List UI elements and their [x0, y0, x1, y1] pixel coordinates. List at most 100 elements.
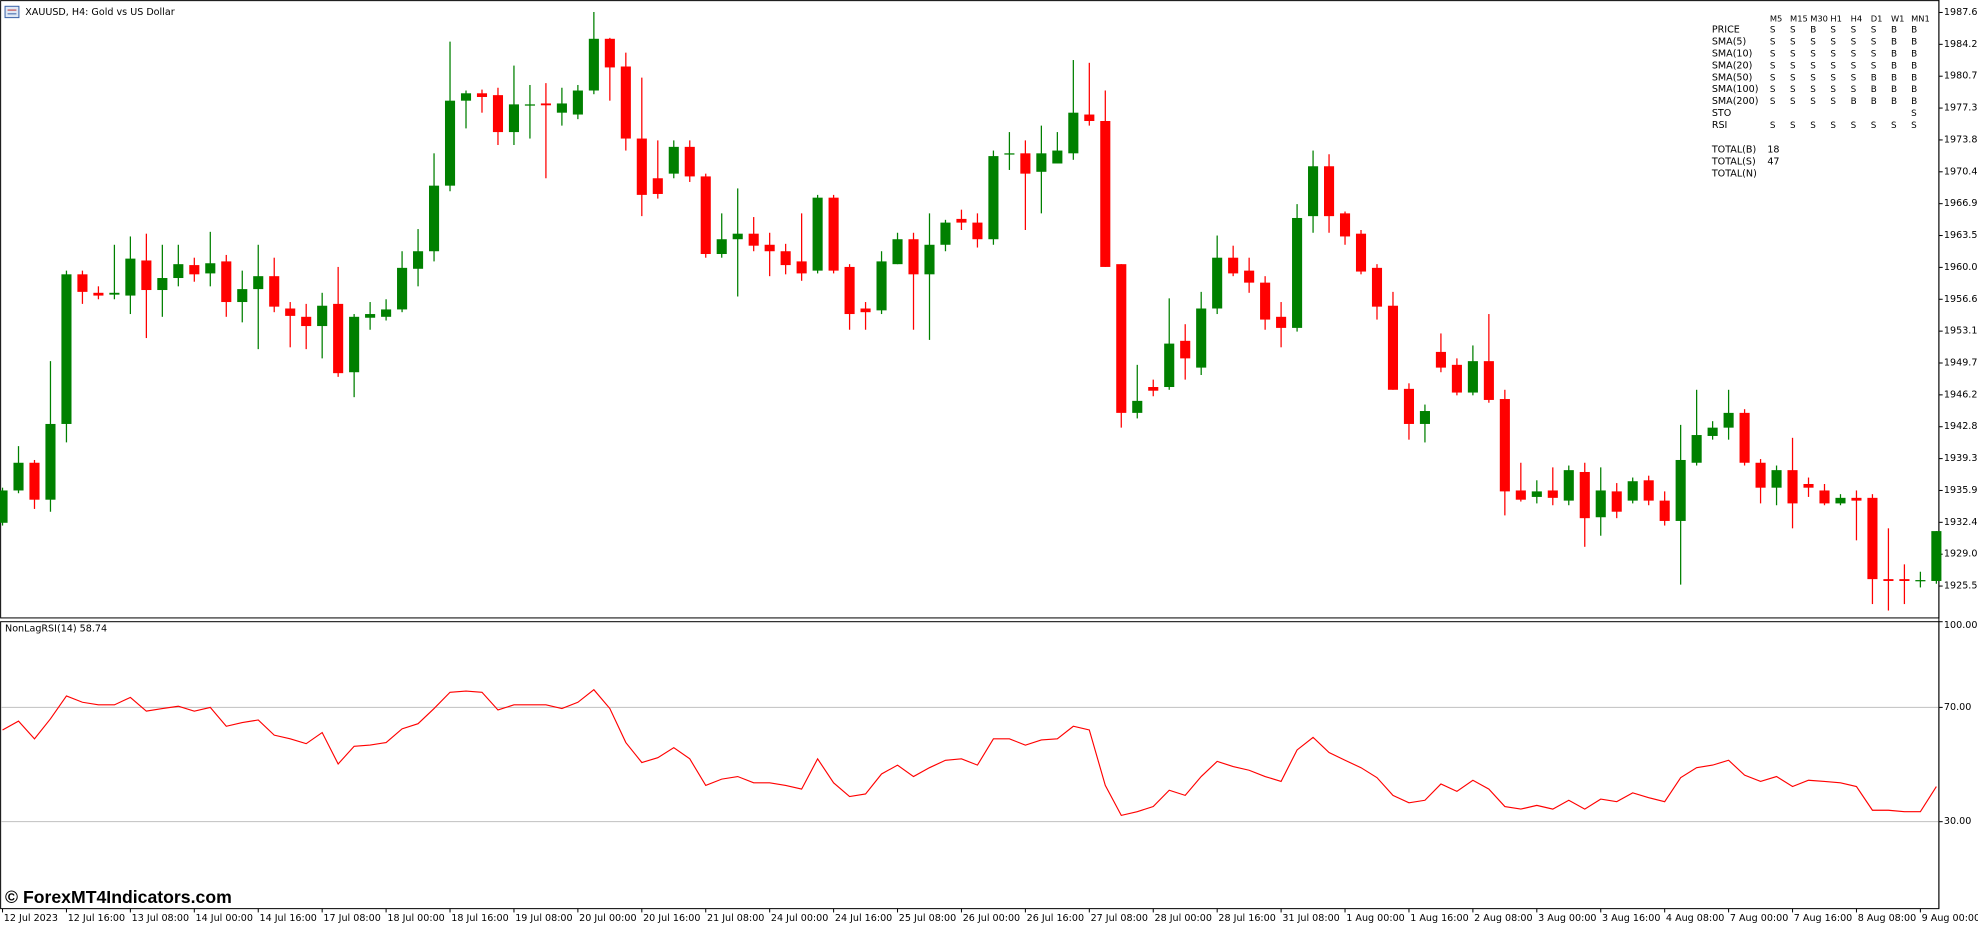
row-label: PRICE	[1712, 25, 1740, 36]
signal-cell: S	[1830, 61, 1836, 71]
signal-cell: S	[1790, 38, 1796, 48]
candle-body	[1595, 490, 1606, 518]
candle-body	[1036, 153, 1047, 172]
candle-body	[125, 258, 136, 296]
signal-cell: S	[1871, 26, 1877, 36]
candle-body	[61, 274, 72, 424]
candle-body	[189, 265, 200, 275]
candle-body	[1180, 340, 1191, 359]
y-tick-label: 1929.00	[1944, 549, 1978, 560]
signal-cell: S	[1911, 121, 1917, 131]
row-label: SMA(20)	[1712, 60, 1753, 71]
candle-body	[1563, 470, 1574, 501]
candle-body	[604, 38, 615, 68]
y-tick-label: 70.00	[1944, 702, 1971, 713]
signal-cell: S	[1851, 85, 1857, 95]
candle-body	[253, 276, 264, 290]
signal-cell: S	[1830, 38, 1836, 48]
candle-body	[924, 244, 935, 275]
candle-body	[972, 222, 983, 240]
candle-body	[333, 303, 344, 374]
watermark: © ForexMT4Indicators.com	[5, 887, 232, 907]
chart-title: XAUUSD, H4: Gold vs US Dollar	[25, 7, 175, 18]
signal-cell: B	[1911, 85, 1917, 95]
table-header: M5	[1770, 13, 1782, 23]
candle-body	[1819, 490, 1830, 504]
candle-body	[1371, 267, 1383, 307]
candle-body	[892, 239, 903, 265]
x-tick-label: 31 Jul 08:00	[1282, 913, 1339, 924]
candle-body	[1531, 491, 1542, 497]
x-tick-label: 2 Aug 08:00	[1474, 913, 1532, 924]
x-tick-label: 26 Jul 16:00	[1027, 913, 1084, 924]
candle-body	[1292, 217, 1303, 328]
candle-body	[1403, 388, 1415, 424]
candle-body	[1244, 270, 1255, 283]
candle-body	[764, 244, 775, 252]
candle-body	[780, 251, 791, 266]
candle-body	[397, 267, 408, 310]
table-header: H1	[1830, 13, 1842, 23]
x-tick-label: 12 Jul 16:00	[68, 913, 125, 924]
x-tick-label: 20 Jul 00:00	[579, 913, 636, 924]
total-value: 47	[1767, 156, 1779, 167]
signal-cell: S	[1830, 121, 1836, 131]
candle-body	[1851, 497, 1862, 501]
candle-body	[428, 185, 440, 252]
candle-body	[301, 316, 312, 327]
candle-body	[460, 93, 472, 101]
candle-body	[285, 308, 296, 316]
candle-body	[317, 305, 328, 327]
signal-cell: S	[1790, 97, 1796, 107]
candle-body	[1835, 497, 1846, 504]
x-tick-label: 9 Aug 00:00	[1922, 913, 1978, 924]
candle-body	[700, 176, 711, 255]
signal-cell: S	[1871, 49, 1877, 59]
candle-body	[508, 104, 519, 133]
signal-cell: B	[1891, 61, 1897, 71]
candle-body	[1100, 120, 1111, 267]
signal-cell: S	[1891, 121, 1897, 131]
candles	[0, 12, 1942, 611]
row-label: SMA(5)	[1712, 37, 1746, 48]
signal-cell: S	[1790, 26, 1796, 36]
signal-cell: S	[1830, 97, 1836, 107]
candle-body	[876, 261, 887, 311]
candle-body	[940, 222, 951, 245]
candle-body	[956, 218, 967, 223]
total-label: TOTAL(B)	[1711, 144, 1756, 155]
x-tick-label: 14 Jul 16:00	[259, 913, 316, 924]
signal-cell: B	[1891, 38, 1897, 48]
row-label: SMA(200)	[1712, 96, 1759, 107]
y-tick-label: 1953.15	[1944, 326, 1978, 337]
candle-body	[524, 104, 535, 106]
signal-cell: B	[1891, 97, 1897, 107]
table-header: D1	[1871, 13, 1883, 23]
candle-body	[1355, 233, 1367, 272]
signal-cell: B	[1810, 26, 1816, 36]
candle-body	[732, 233, 743, 240]
x-tick-label: 21 Jul 08:00	[707, 913, 764, 924]
signal-cell: S	[1911, 109, 1917, 119]
candle-body	[45, 423, 56, 500]
candle-body	[1212, 257, 1223, 309]
signal-cell: B	[1871, 97, 1877, 107]
x-tick-label: 28 Jul 16:00	[1218, 913, 1275, 924]
candle-body	[1132, 400, 1143, 413]
candle-body	[1659, 500, 1670, 521]
candle-body	[684, 146, 695, 177]
signal-cell: S	[1770, 38, 1776, 48]
signal-cell: S	[1770, 121, 1776, 131]
indicator-title: NonLagRSI(14) 58.74	[5, 624, 107, 635]
candle-body	[1611, 491, 1622, 512]
x-tick-label: 24 Jul 16:00	[835, 913, 892, 924]
x-tick-label: 18 Jul 00:00	[387, 913, 444, 924]
signal-cell: B	[1911, 49, 1917, 59]
candle-body	[29, 462, 40, 500]
signal-cell: B	[1891, 73, 1897, 83]
candle-body	[1451, 364, 1462, 393]
candle-body	[1387, 305, 1399, 390]
candle-body	[748, 233, 759, 246]
signal-cell: S	[1810, 61, 1816, 71]
